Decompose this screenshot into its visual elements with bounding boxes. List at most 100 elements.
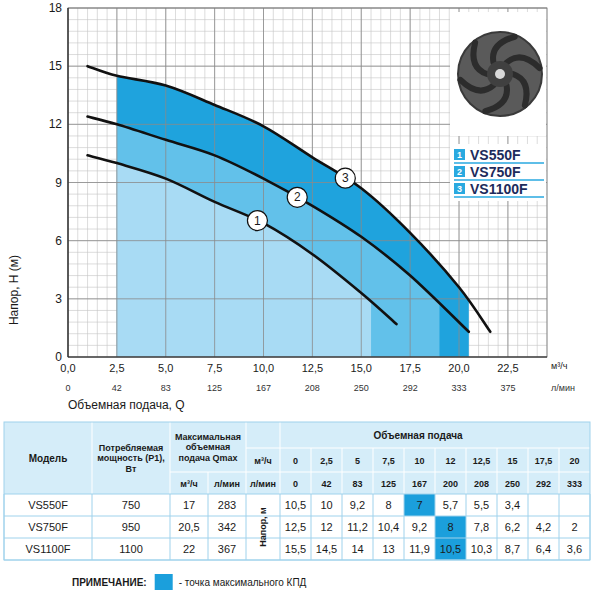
legend-ground — [450, 144, 546, 201]
header-flow-unit: м³/ч — [254, 456, 271, 466]
x-unit: м³/ч — [551, 361, 568, 371]
x2-tick-label: 292 — [403, 383, 418, 393]
x2-tick-label: 250 — [354, 383, 369, 393]
x-axis — [68, 356, 547, 357]
cell-head: 10,5 — [440, 543, 461, 555]
pump-curve — [88, 117, 469, 332]
legend-key-label: 1 — [457, 150, 462, 160]
header-model-line: Модель — [29, 453, 68, 464]
header-divider — [170, 422, 171, 494]
cell-head: 8 — [385, 499, 391, 511]
header-divider — [404, 448, 405, 494]
legend-label: VS550F — [470, 147, 521, 163]
highlight-cell — [435, 538, 466, 560]
col-line — [373, 494, 374, 560]
cell-head: 9,2 — [412, 521, 427, 533]
series-badge — [287, 187, 307, 207]
col-line — [528, 494, 529, 560]
page: 12303691215180,02,55,07,510,012,515,017,… — [0, 0, 600, 600]
legend-underline — [454, 196, 544, 197]
y-tick-label: 6 — [55, 234, 62, 248]
pump-curve — [88, 66, 491, 332]
col-line — [92, 494, 93, 560]
legend-key-label: 2 — [457, 167, 462, 177]
x2-tick-label: 125 — [207, 383, 222, 393]
highlight-cell — [435, 516, 466, 538]
x2-tick-label: 333 — [452, 383, 467, 393]
cell-head: 14,5 — [316, 543, 337, 555]
header-flow-unit: л/мин — [250, 479, 276, 489]
cell-qmax: 367 — [218, 543, 236, 555]
grid-line — [68, 8, 69, 357]
legend-key-label: 3 — [457, 184, 462, 194]
series-badge — [247, 211, 267, 231]
header-divider — [373, 448, 374, 494]
cell-head: 9,2 — [350, 499, 365, 511]
header-power-line: мощность (Р1), — [97, 453, 164, 463]
cell-head: 6,2 — [505, 521, 520, 533]
header-divider — [497, 448, 498, 494]
pump-curve — [88, 155, 397, 324]
header-flow-value: 83 — [352, 479, 362, 489]
header-flow-value: 12 — [445, 456, 455, 466]
cell-head: 10 — [320, 499, 332, 511]
legend-key — [454, 183, 465, 194]
header-divider — [170, 472, 246, 473]
header-flow-value: 17,5 — [535, 456, 553, 466]
cell-head: 13 — [382, 543, 394, 555]
cell-model: VS550F — [28, 499, 68, 511]
x2-unit: л/мин — [551, 383, 575, 393]
cell-qmax: 20,5 — [178, 521, 199, 533]
series-badge-label: 2 — [294, 190, 301, 204]
legend-key — [454, 166, 465, 177]
cell-head: 7 — [416, 499, 422, 511]
grid-line — [68, 357, 547, 358]
legend: 1VS550F2VS750F3VS1100F — [450, 144, 546, 201]
header-qmax-line: объемная — [186, 442, 231, 452]
cell-head: 10,5 — [285, 499, 306, 511]
impeller-vane — [473, 43, 487, 74]
header-divider — [528, 448, 529, 494]
x-tick-label: 20,0 — [448, 362, 469, 374]
x-tick-label: 5,0 — [158, 362, 173, 374]
x-tick-label: 7,5 — [207, 362, 222, 374]
col-line — [559, 494, 560, 560]
header-flow-value: 200 — [443, 479, 458, 489]
grid-line — [68, 240, 547, 241]
impeller-vane — [513, 74, 527, 105]
cell-head: 10,3 — [471, 543, 492, 555]
table-header-ground — [4, 422, 590, 494]
header-flow-value: 292 — [536, 479, 551, 489]
series-badge-label: 3 — [342, 171, 349, 185]
x-tick-label: 15,0 — [351, 362, 372, 374]
header-qmax-line: подача Qmax — [178, 453, 237, 463]
cell-head: 5,5 — [474, 499, 489, 511]
header-divider — [559, 448, 560, 494]
header-flow-value: 125 — [381, 479, 396, 489]
cell-head: 6,4 — [536, 543, 551, 555]
working-range-area — [117, 76, 469, 357]
cell-head: 4,2 — [536, 521, 551, 533]
x2-tick-label: 208 — [305, 383, 320, 393]
cell-power: 950 — [122, 521, 140, 533]
col-line — [246, 494, 247, 560]
cell-head: 15,5 — [285, 543, 306, 555]
header-flow-value: 15 — [507, 456, 517, 466]
x-tick-label: 17,5 — [399, 362, 420, 374]
legend-label: VS1100F — [470, 181, 528, 197]
header-flow: Объемная подача — [373, 430, 463, 441]
header-qmax-unit: л/мин — [214, 479, 240, 489]
cell-head: 3,4 — [505, 499, 520, 511]
cell-head: 14 — [351, 543, 363, 555]
header-divider — [280, 422, 281, 494]
impeller-vane — [460, 80, 493, 91]
header-divider — [342, 448, 343, 494]
cell-head: 11,2 — [347, 521, 368, 533]
cell-qmax: 17 — [183, 499, 195, 511]
col-line — [280, 494, 281, 560]
x2-tick-label: 167 — [256, 383, 271, 393]
header-flow-value: 10 — [414, 456, 424, 466]
header-divider — [208, 472, 209, 494]
x-tick-label: 0,0 — [60, 362, 75, 374]
y-tick-label: 18 — [49, 1, 63, 15]
